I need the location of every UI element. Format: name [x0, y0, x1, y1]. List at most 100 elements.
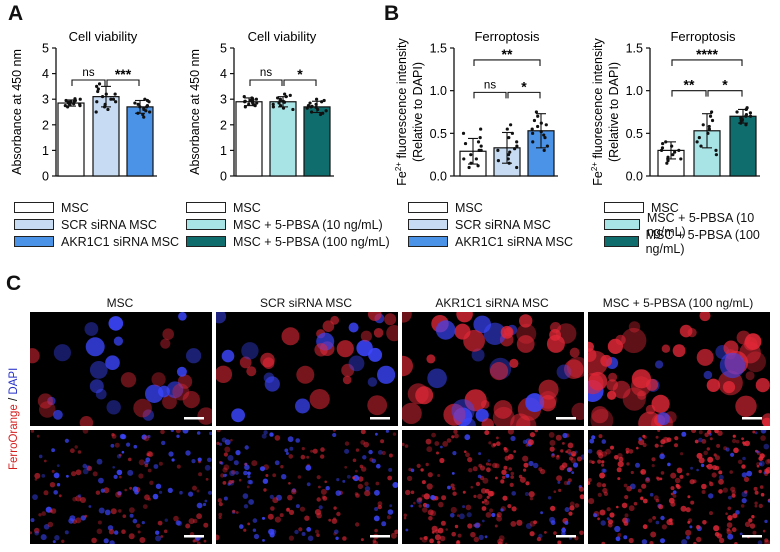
- ferroorange-cell: [120, 372, 137, 388]
- micrograph: [588, 430, 770, 544]
- ferroorange-cell: [707, 456, 714, 463]
- data-point: [507, 136, 511, 140]
- ferroorange-cell: [576, 456, 582, 462]
- dapi-nucleus: [145, 457, 151, 463]
- ferroorange-cell: [685, 507, 691, 513]
- data-point: [96, 87, 100, 91]
- dapi-nucleus: [176, 434, 180, 438]
- legend-entry: SCR siRNA MSC: [408, 216, 573, 233]
- ferroorange-cell: [185, 523, 191, 529]
- ferroorange-cell: [97, 520, 102, 525]
- data-point: [544, 123, 548, 127]
- ferroorange-cell: [617, 461, 624, 468]
- ferroorange-cell: [446, 438, 452, 443]
- ferroorange-cell: [222, 481, 227, 485]
- ferroorange-cell: [443, 403, 466, 426]
- ferroorange-cell: [689, 479, 695, 485]
- ferroorange-cell: [729, 470, 733, 474]
- ferroorange-cell: [672, 494, 677, 498]
- ferroorange-cell: [420, 468, 424, 472]
- ferroorange-cell: [82, 430, 89, 434]
- dapi-nucleus: [757, 540, 763, 544]
- legend-entry: MSC + 5-PBSA (10 ng/mL): [186, 216, 390, 233]
- data-point: [542, 133, 546, 137]
- dapi-nucleus: [588, 449, 593, 454]
- y-tick-label: 2: [42, 118, 49, 132]
- chart-b2: Ferroptosis 0.0 0.5 1.0 1.5 Fe2+ fluorescence…: [590, 29, 760, 186]
- ferroorange-cell: [80, 497, 86, 503]
- ferroorange-cell: [741, 464, 746, 469]
- y-tick-label: 1.0: [430, 84, 447, 98]
- ferroorange-cell: [630, 470, 634, 475]
- ferroorange-cell: [228, 480, 233, 485]
- ferroorange-cell: [481, 418, 494, 426]
- ferroorange-cell: [477, 493, 483, 500]
- ferroorange-cell: [386, 325, 398, 342]
- ferroorange-cell: [95, 490, 101, 495]
- ferroorange-cell: [341, 363, 355, 377]
- ferroorange-cell: [549, 439, 556, 446]
- ferroorange-cell: [203, 539, 207, 543]
- dapi-nucleus: [305, 464, 312, 471]
- ferroorange-cell: [642, 434, 646, 438]
- dapi-nucleus: [88, 505, 92, 508]
- data-point: [291, 107, 295, 112]
- ferroorange-cell: [528, 491, 535, 498]
- ferroorange-cell: [288, 535, 294, 541]
- dapi-nucleus: [335, 536, 339, 540]
- ferroorange-cell: [706, 447, 710, 451]
- significance-bracket: [473, 91, 507, 99]
- dapi-nucleus: [262, 516, 265, 520]
- data-point: [288, 93, 292, 97]
- ferroorange-cell: [162, 394, 177, 410]
- ferroorange-cell: [740, 504, 745, 508]
- dapi-nucleus: [155, 535, 162, 542]
- ferroorange-cell: [192, 485, 197, 491]
- ferroorange-cell: [437, 527, 444, 534]
- ferroorange-cell: [569, 456, 573, 461]
- ferroorange-cell: [475, 481, 481, 487]
- ferroorange-cell: [470, 531, 476, 538]
- ferroorange-cell: [556, 454, 560, 458]
- dapi-nucleus: [388, 467, 393, 472]
- significance-label: ns: [260, 67, 272, 79]
- dapi-nucleus: [562, 432, 568, 439]
- dapi-nucleus: [389, 504, 393, 508]
- ferroorange-cell: [640, 496, 644, 500]
- legend-b2: MSC MSC + 5-PBSA (10 ng/mL) MSC + 5-PBSA (…: [604, 199, 780, 256]
- ferroorange-cell: [162, 328, 174, 340]
- ferroorange-cell: [422, 507, 428, 513]
- ferroorange-cell: [626, 462, 630, 466]
- ferroorange-cell: [196, 489, 200, 493]
- dapi-nucleus: [725, 447, 730, 452]
- ferroorange-cell: [333, 517, 337, 521]
- ferroorange-cell: [509, 358, 519, 368]
- ferroorange-cell: [352, 458, 357, 463]
- data-point: [95, 100, 99, 104]
- ferroorange-cell: [609, 512, 615, 518]
- dapi-nucleus: [69, 515, 76, 522]
- ferroorange-cell: [574, 503, 580, 508]
- dapi-nucleus: [346, 474, 351, 479]
- ferroorange-cell: [138, 473, 144, 479]
- ferroorange-cell: [297, 475, 302, 479]
- ferroorange-cell: [198, 472, 203, 477]
- dapi-nucleus: [223, 473, 227, 478]
- ferroorange-cell: [722, 487, 728, 493]
- dapi-nucleus: [113, 336, 123, 346]
- ferroorange-cell: [92, 471, 98, 477]
- dapi-nucleus: [649, 492, 654, 497]
- legend-label: AKR1C1 siRNA MSC: [455, 234, 574, 249]
- data-point: [536, 114, 540, 118]
- ferroorange-cell: [588, 498, 595, 505]
- dapi-nucleus: [260, 466, 265, 472]
- dapi-nucleus: [374, 489, 380, 496]
- ferroorange-cell: [549, 446, 555, 452]
- ferroorange-cell: [523, 468, 527, 472]
- ferroorange-cell: [484, 430, 490, 436]
- micro-row-high-mag-akr: [402, 312, 584, 426]
- scale-bar: [742, 417, 762, 420]
- legend-swatch: [186, 236, 226, 247]
- data-point: [659, 148, 664, 152]
- ferroorange-cell: [363, 441, 370, 448]
